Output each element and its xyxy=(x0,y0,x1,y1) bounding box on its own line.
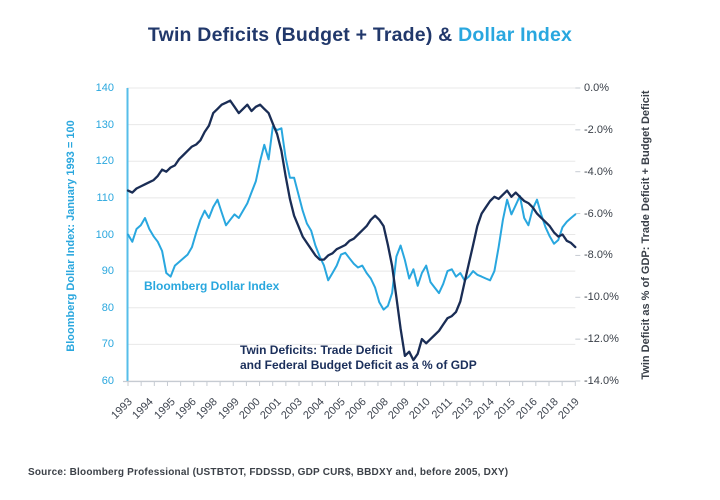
chart-svg xyxy=(123,87,581,386)
dollar-index-line xyxy=(127,125,577,311)
left-axis-title: Bloomberg Dollar Index: January 1993 = 1… xyxy=(65,120,77,352)
left-axis-tick-label: 120 xyxy=(95,155,114,168)
left-axis-tick-label: 70 xyxy=(101,338,114,351)
left-axis-tick-label: 60 xyxy=(101,375,114,387)
title-part-dollar-index: Dollar Index xyxy=(458,24,573,46)
right-axis-tick-label: -12.0% xyxy=(584,333,619,346)
right-axis-tick-label: -14.0% xyxy=(584,375,619,387)
right-axis-tick-label: -2.0% xyxy=(584,123,613,136)
left-axis-tick-label: 140 xyxy=(95,82,114,94)
right-axis-tick-label: -4.0% xyxy=(584,165,613,178)
right-axis-tick-label: -10.0% xyxy=(584,291,619,304)
right-axis-title: Twin Deficit as % of GDP: Trade Deficit … xyxy=(640,90,652,380)
annotation-twin-deficits-line2: and Federal Budget Deficit as a % of GDP xyxy=(240,358,477,372)
left-axis-tick-label: 80 xyxy=(101,301,114,314)
twin-deficits-line xyxy=(126,99,577,362)
right-axis-tick-label: 0.0% xyxy=(584,82,610,94)
title-part-twin-deficits: Twin Deficits (Budget + Trade) & xyxy=(147,24,459,46)
left-axis-tick-label: 90 xyxy=(101,265,114,278)
annotation-twin-deficits: Twin Deficits: Trade Deficit and Federal… xyxy=(240,343,477,373)
right-axis-tick-label: -8.0% xyxy=(584,249,613,262)
left-axis-tick-label: 110 xyxy=(96,191,114,204)
right-axis-tick-label: -6.0% xyxy=(584,207,613,220)
left-axis-tick-label: 100 xyxy=(95,228,114,241)
annotation-dollar-index: Bloomberg Dollar Index xyxy=(144,279,280,293)
annotation-twin-deficits-line1: Twin Deficits: Trade Deficit xyxy=(240,343,393,357)
source-note: Source: Bloomberg Professional (USTBTOT,… xyxy=(28,467,509,478)
page-title: Twin Deficits (Budget + Trade) & Dollar … xyxy=(0,24,720,47)
left-axis-tick-label: 130 xyxy=(95,118,114,131)
